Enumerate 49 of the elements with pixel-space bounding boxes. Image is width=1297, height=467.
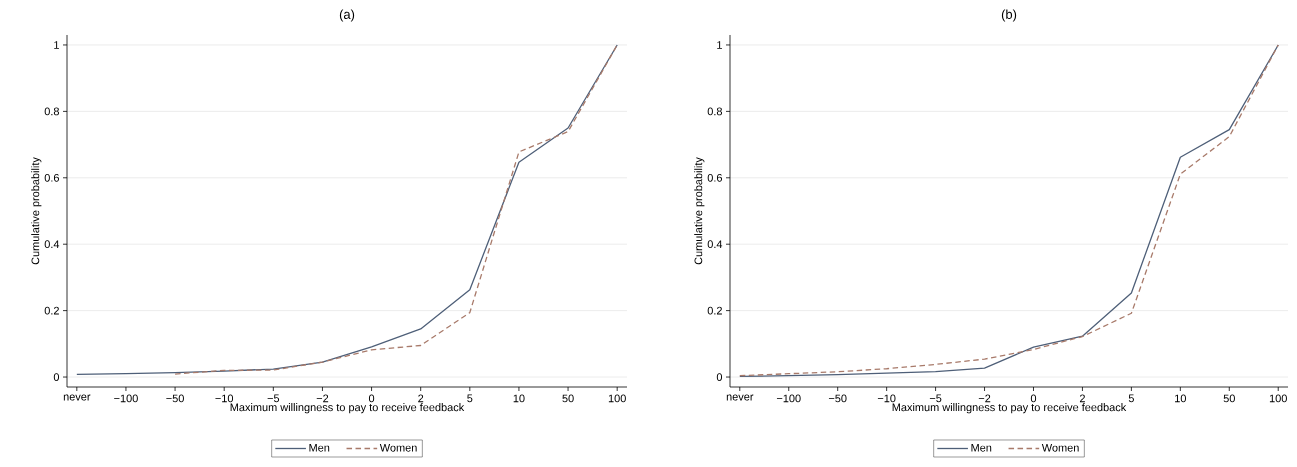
x-tick-label: 2 xyxy=(1079,394,1085,403)
y-tick-label: 1 xyxy=(54,41,59,49)
y-tick-label: 0.6 xyxy=(707,173,722,182)
y-tick-label: 1 xyxy=(717,41,722,49)
x-tick-label: −50 xyxy=(166,394,184,403)
y-tick-label: 0.4 xyxy=(707,240,723,249)
x-tick-label: −5 xyxy=(267,394,280,403)
x-tick-label: 5 xyxy=(1128,394,1134,403)
legend-label: Women xyxy=(1041,443,1079,452)
x-tick-label: −10 xyxy=(215,394,234,403)
y-tick-label: 0.8 xyxy=(707,107,722,116)
x-tick-label: 0 xyxy=(368,394,375,403)
x-tick-label: 50 xyxy=(1223,394,1235,403)
x-tick-label: −100 xyxy=(776,394,801,403)
x-tick-label: never xyxy=(726,394,754,401)
line-series xyxy=(76,44,618,376)
y-tick-label: 0.6 xyxy=(44,173,59,182)
line-series xyxy=(739,44,1279,378)
x-tick-label: −2 xyxy=(316,394,329,403)
legend-label: Women xyxy=(379,443,417,452)
x-tick-label: −50 xyxy=(828,394,847,403)
y-axis-title: Cumulative probability xyxy=(31,157,42,265)
y-tick-label: 0.2 xyxy=(707,306,722,315)
x-tick-label: −100 xyxy=(114,394,138,403)
y-tick-label: 0 xyxy=(716,373,723,381)
x-axis-title: Maximum willingness to pay to receive feedback xyxy=(230,403,465,414)
x-tick-label: 100 xyxy=(1269,394,1287,403)
x-tick-label: −10 xyxy=(877,394,896,403)
x-tick-label: 0 xyxy=(1030,394,1037,403)
line-series xyxy=(174,44,618,375)
x-tick-label: 50 xyxy=(562,394,574,403)
x-tick-label: never xyxy=(63,394,91,401)
legend-label: Men xyxy=(309,443,330,452)
y-tick-label: 0.8 xyxy=(44,107,59,116)
x-tick-label: −5 xyxy=(929,394,942,403)
y-tick-label: 0.4 xyxy=(44,240,60,249)
x-tick-label: 100 xyxy=(608,394,626,403)
chart-title: (b) xyxy=(1001,9,1017,22)
x-tick-label: 10 xyxy=(1175,394,1186,403)
y-axis-title: Cumulative probability xyxy=(694,157,705,265)
x-tick-label: 2 xyxy=(418,394,424,403)
x-tick-label: 5 xyxy=(467,394,473,403)
legend-label: Men xyxy=(971,443,992,452)
x-tick-label: 10 xyxy=(513,394,525,403)
x-tick-label: −2 xyxy=(978,394,991,403)
chart-title: (a) xyxy=(339,9,355,22)
x-axis-title: Maximum willingness to pay to receive feedback xyxy=(892,403,1127,414)
y-tick-label: 0.2 xyxy=(44,306,59,315)
y-tick-label: 0 xyxy=(53,373,60,381)
